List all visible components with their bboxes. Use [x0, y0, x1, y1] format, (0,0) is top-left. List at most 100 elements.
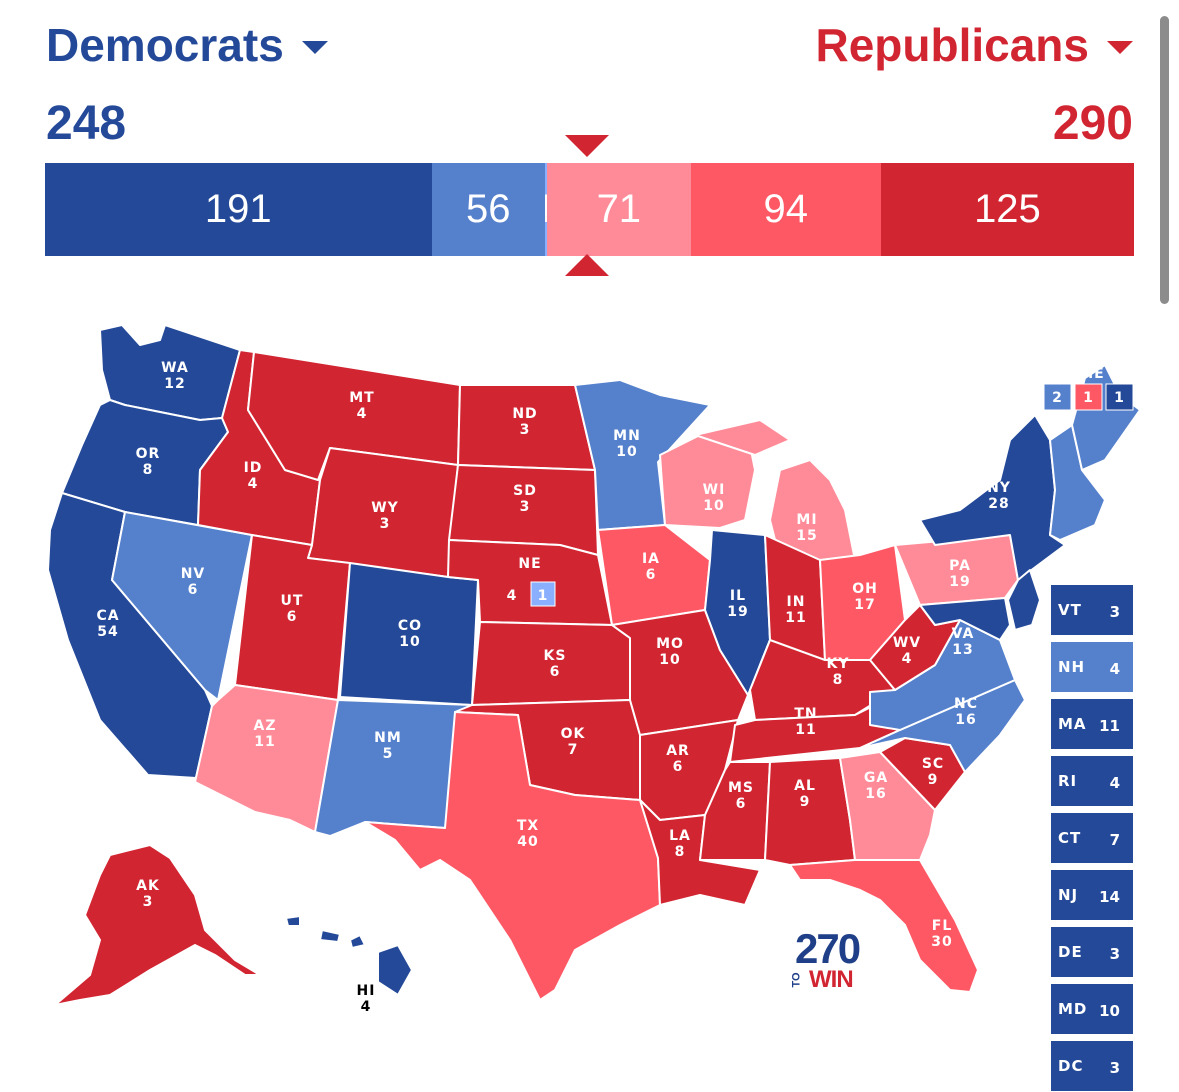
state-ak[interactable] [54, 844, 261, 1006]
state-label-wa: WA [161, 360, 189, 376]
me-district-box-3[interactable] [1105, 383, 1134, 411]
state-al[interactable] [764, 757, 856, 866]
me-district-ev-1: 2 [1052, 390, 1063, 406]
small-state-ev: 3 [1109, 1059, 1120, 1077]
me-district-box-2[interactable] [1074, 383, 1103, 411]
small-state-ev: 3 [1109, 603, 1120, 621]
small-state-abbr: DC [1058, 1057, 1084, 1075]
state-label-id: ID [244, 460, 263, 476]
small-state-abbr: CT [1058, 829, 1082, 847]
state-label-mn: MN [613, 428, 641, 444]
state-label-al: AL [794, 778, 816, 794]
state-ev-ut: 6 [287, 609, 298, 625]
state-az[interactable] [194, 684, 339, 833]
state-label-wi: WI [703, 482, 726, 498]
small-state-ri[interactable]: RI 4 [1051, 756, 1133, 806]
state-label-il: IL [730, 588, 746, 604]
state-ev-nm: 5 [383, 746, 394, 762]
bar-segment-safe-dem: 191 [45, 163, 432, 256]
state-label-ga: GA [864, 770, 888, 786]
state-ev-il: 19 [727, 604, 748, 620]
state-ev-ks: 6 [550, 664, 561, 680]
threshold-marker-bottom-icon [565, 254, 609, 276]
small-state-ct[interactable]: CT 7 [1051, 813, 1133, 863]
chevron-down-icon [301, 40, 328, 54]
state-hi-part-1[interactable] [349, 934, 366, 949]
state-ev-ms: 6 [736, 796, 747, 812]
state-label-ne: NE [518, 556, 541, 572]
state-ev-fl: 30 [931, 934, 952, 950]
state-co[interactable] [339, 562, 479, 706]
democrats-label: Democrats [46, 19, 284, 71]
state-fl[interactable] [789, 859, 979, 993]
state-ev-wv: 4 [902, 651, 913, 667]
state-ev-ok: 7 [568, 742, 579, 758]
state-label-me: ME [1079, 366, 1105, 382]
state-ev-wy: 3 [380, 516, 391, 532]
small-state-abbr: NH [1058, 658, 1086, 676]
state-label-hi: HI [357, 983, 376, 999]
state-tx[interactable] [364, 711, 661, 1001]
state-label-az: AZ [254, 718, 277, 734]
ne-district-ev: 1 [538, 588, 549, 604]
small-state-vt[interactable]: VT 3 [1051, 585, 1133, 635]
state-ev-ar: 6 [673, 759, 684, 775]
small-state-ev: 10 [1099, 1002, 1120, 1020]
state-ny-part-3[interactable] [919, 597, 1011, 641]
state-label-la: LA [669, 828, 691, 844]
state-ev-mt: 4 [357, 406, 368, 422]
state-label-nd: ND [512, 406, 537, 422]
state-label-or: OR [136, 446, 161, 462]
state-label-tn: TN [794, 706, 817, 722]
bar-segment-likely-dem: 56 [431, 163, 545, 256]
state-label-sd: SD [513, 483, 537, 499]
small-state-dc[interactable]: DC 3 [1051, 1041, 1133, 1091]
state-label-ut: UT [281, 593, 304, 609]
scrollbar[interactable] [1160, 16, 1169, 304]
state-hi-part-2[interactable] [319, 929, 341, 943]
state-label-nm: NM [374, 730, 402, 746]
small-state-ev: 4 [1109, 660, 1120, 678]
me-district-ev-3: 1 [1114, 390, 1125, 406]
chevron-down-icon [1107, 40, 1133, 54]
state-label-va: VA [952, 626, 975, 642]
state-ev-al: 9 [800, 794, 811, 810]
state-ev-mo: 10 [659, 652, 680, 668]
state-ev-sd: 3 [520, 499, 531, 515]
state-ny-part-2[interactable] [1007, 569, 1041, 631]
state-label-oh: OH [852, 581, 878, 597]
state-label-pa: PA [949, 558, 971, 574]
small-state-ev: 4 [1109, 774, 1120, 792]
small-state-ev: 3 [1109, 945, 1120, 963]
state-ev-va: 13 [952, 642, 973, 658]
ne-district-box[interactable] [530, 581, 556, 607]
state-ev-mi: 15 [796, 528, 817, 544]
small-state-ev: 7 [1109, 831, 1120, 849]
small-state-abbr: DE [1058, 943, 1083, 961]
small-state-md[interactable]: MD 10 [1051, 984, 1133, 1034]
state-ev-ca: 54 [97, 624, 118, 640]
state-ev-ga: 16 [865, 786, 886, 802]
small-state-de[interactable]: DE 3 [1051, 927, 1133, 977]
small-state-abbr: MA [1058, 715, 1087, 733]
small-state-nh[interactable]: NH 4 [1051, 642, 1133, 692]
small-state-nj[interactable]: NJ 14 [1051, 870, 1133, 920]
me-district-box-1[interactable] [1043, 383, 1072, 411]
state-label-mo: MO [656, 636, 684, 652]
state-label-fl: FL [932, 918, 952, 934]
state-label-ks: KS [544, 648, 567, 664]
state-label-sc: SC [922, 756, 944, 772]
republicans-dropdown[interactable]: Republicans [815, 18, 1133, 72]
bar-segment-likely-rep: 94 [690, 163, 881, 256]
small-state-ma[interactable]: MA 11 [1051, 699, 1133, 749]
state-hi-part-3[interactable] [285, 915, 301, 927]
small-state-ev: 11 [1099, 717, 1120, 735]
state-label-ia: IA [642, 551, 660, 567]
state-label-ms: MS [728, 780, 754, 796]
democrats-dropdown[interactable]: Democrats [46, 18, 328, 72]
state-mn[interactable] [574, 379, 711, 531]
state-hi[interactable] [377, 944, 413, 996]
state-ev-or: 8 [143, 462, 154, 478]
state-ev-ne: 4 [507, 588, 518, 604]
state-label-ok: OK [561, 726, 586, 742]
